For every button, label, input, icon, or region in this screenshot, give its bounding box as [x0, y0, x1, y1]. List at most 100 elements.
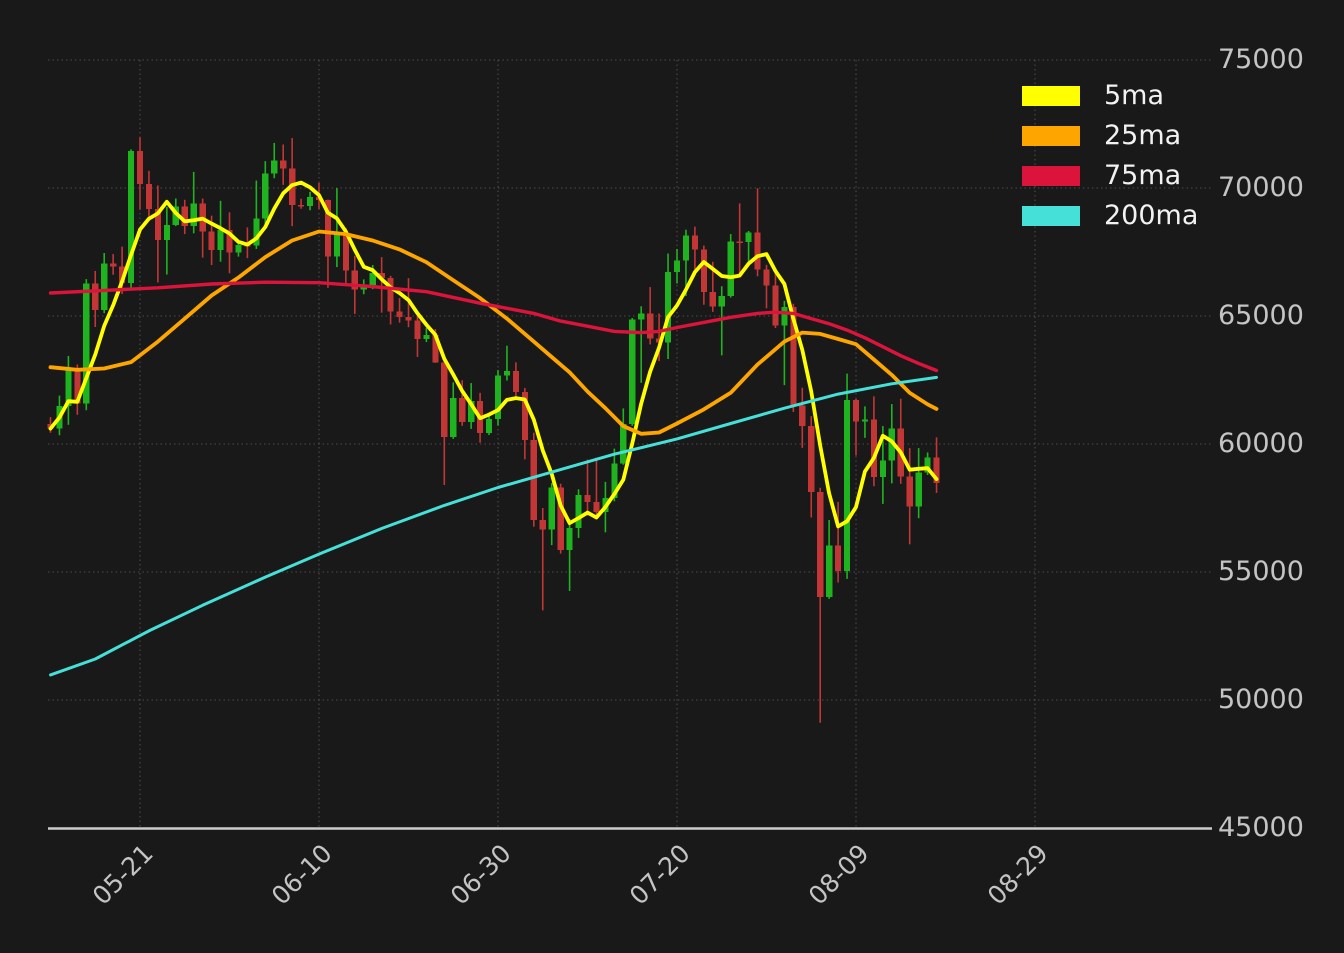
candle-body	[682, 235, 690, 261]
candle-body	[190, 203, 197, 227]
candle-body	[781, 307, 788, 326]
candle-body	[727, 241, 734, 297]
candle-body	[548, 487, 555, 530]
candle-body	[414, 320, 421, 340]
y-tick-label: 45000	[1218, 812, 1304, 843]
candle-body	[172, 206, 179, 226]
candle-body	[718, 296, 725, 307]
candle-body	[342, 233, 349, 271]
candle-body	[539, 519, 546, 530]
candle-body	[65, 368, 72, 407]
candle-body	[324, 199, 332, 257]
candle-body	[647, 313, 654, 339]
candle-body	[503, 371, 511, 376]
candle-body	[700, 249, 707, 293]
legend-swatch-200ma	[1022, 205, 1080, 226]
ma-line-200ma	[49, 375, 938, 677]
candle-body	[790, 307, 797, 406]
candle-body	[92, 283, 99, 311]
y-tick-label: 65000	[1218, 300, 1304, 331]
legend-item-75ma: 75ma	[1022, 162, 1198, 189]
candle-body	[494, 375, 502, 419]
legend-item-25ma: 25ma	[1022, 122, 1198, 149]
candle-body	[280, 160, 287, 169]
candle-body	[656, 338, 663, 343]
candle-body	[306, 196, 314, 206]
candle-body	[709, 292, 716, 307]
y-tick-label: 50000	[1218, 684, 1304, 715]
candle-body	[826, 545, 833, 598]
candle-body	[664, 272, 672, 343]
chart-legend: 5ma 25ma 75ma 200ma	[1022, 82, 1198, 229]
candle-body	[154, 208, 161, 240]
legend-item-5ma: 5ma	[1022, 82, 1198, 109]
candle-body	[298, 204, 305, 207]
candle-body	[799, 405, 806, 427]
candle-body	[924, 457, 931, 473]
legend-item-200ma: 200ma	[1022, 202, 1198, 229]
candle-body	[459, 398, 466, 422]
candle-body	[870, 419, 877, 477]
candle-body	[333, 233, 340, 257]
candle-body	[136, 151, 144, 185]
candle-body	[74, 368, 81, 404]
candle-body	[271, 160, 278, 174]
candle-body	[915, 472, 922, 507]
candle-body	[253, 218, 260, 246]
candle-body	[432, 335, 439, 363]
candle-body	[369, 273, 376, 285]
candle-body	[852, 400, 860, 422]
candle-body	[226, 229, 233, 253]
candle-body	[387, 278, 394, 312]
legend-swatch-5ma	[1022, 85, 1080, 106]
candle-body	[441, 362, 448, 437]
candle-body	[378, 273, 385, 279]
candle-body	[145, 184, 153, 209]
candle-body	[450, 398, 457, 437]
candle-body	[566, 528, 573, 551]
y-tick-label: 70000	[1218, 172, 1304, 203]
legend-label-75ma: 75ma	[1104, 160, 1182, 191]
candle-body	[879, 460, 886, 477]
candle-body	[423, 335, 430, 340]
y-tick-label: 75000	[1218, 44, 1304, 75]
candle-body	[843, 400, 851, 572]
candle-body	[405, 317, 412, 321]
candle-body	[638, 313, 645, 320]
legend-swatch-25ma	[1022, 125, 1080, 146]
candle-body	[817, 492, 824, 598]
candle-body	[468, 400, 475, 422]
ma-line-5ma	[48, 180, 939, 529]
candle-body	[110, 263, 117, 267]
candle-body	[351, 270, 358, 290]
y-tick-label: 55000	[1218, 556, 1304, 587]
candle-body	[163, 225, 170, 240]
candle-body	[691, 235, 698, 250]
candle-body	[530, 440, 537, 520]
candle-body	[861, 419, 869, 422]
candle-body	[83, 283, 90, 404]
candle-body	[620, 423, 627, 464]
candle-body	[736, 241, 743, 244]
candle-body	[119, 266, 126, 284]
candle-body	[584, 494, 591, 502]
candle-body	[512, 371, 519, 393]
ma-line-25ma	[48, 229, 939, 436]
candle-body	[933, 457, 940, 483]
candle-body	[557, 487, 564, 551]
candle-body	[835, 545, 842, 572]
candle-body	[217, 229, 224, 250]
legend-swatch-75ma	[1022, 165, 1080, 186]
candle-body	[181, 206, 188, 227]
candle-body	[629, 319, 636, 424]
candle-body	[906, 476, 913, 507]
candle-body	[772, 285, 779, 326]
legend-label-5ma: 5ma	[1104, 80, 1165, 111]
candle-body	[521, 392, 528, 441]
candle-body	[235, 245, 242, 253]
candle-body	[808, 426, 815, 493]
candle-body	[262, 173, 269, 219]
candle-body	[745, 232, 752, 242]
